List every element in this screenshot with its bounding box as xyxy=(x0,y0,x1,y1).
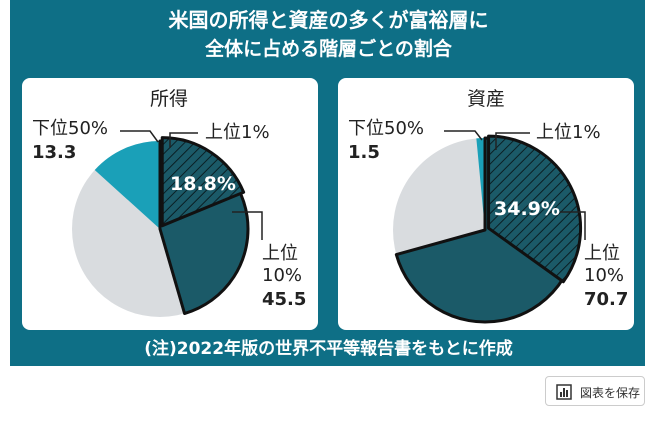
pie-slice xyxy=(476,138,485,230)
category-label: 上位10% xyxy=(584,243,625,286)
pie-title: 所得 xyxy=(150,88,189,110)
value-label: 13.3 xyxy=(32,142,77,163)
pie-slice xyxy=(487,134,583,284)
button-label: 図表を保存 xyxy=(580,386,641,400)
category-label: 上位10% xyxy=(262,243,303,286)
leader-lines xyxy=(120,130,586,240)
value-label: 70.7 xyxy=(584,289,629,310)
title: 米国の所得と資産の多くが富裕層に xyxy=(168,8,489,32)
category-label: 下位50% xyxy=(32,118,109,139)
pie-slice xyxy=(94,141,160,229)
pie-title: 資産 xyxy=(467,88,506,110)
subtitle: 全体に占める階層ごとの割合 xyxy=(205,38,452,60)
value-label: 34.9% xyxy=(494,198,560,220)
value-label: 18.8% xyxy=(170,173,236,195)
chart-icon xyxy=(556,384,572,400)
value-label: 1.5 xyxy=(348,142,380,163)
pie xyxy=(72,136,250,317)
category-label: 上位1% xyxy=(536,122,601,143)
save-button[interactable]: 図表を保存 xyxy=(545,376,645,406)
pie xyxy=(393,134,583,324)
category-label: 下位50% xyxy=(348,118,425,139)
value-label: 45.5 xyxy=(262,289,307,310)
note: (注)2022年版の世界不平等報告書をもとに作成 xyxy=(144,339,513,359)
category-label: 上位1% xyxy=(205,122,270,143)
